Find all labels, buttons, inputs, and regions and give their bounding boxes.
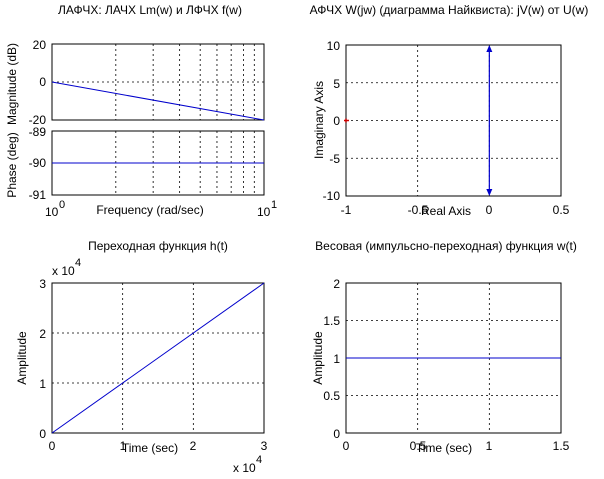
impulse-xtick-label: 1.5 xyxy=(553,439,570,453)
impulse-ytick-label: 0.5 xyxy=(323,389,340,403)
nyquist-ylabel: Imaginary Axis xyxy=(312,81,326,159)
nyquist-axes-box xyxy=(345,44,562,197)
step-xtick-label: 3 xyxy=(261,439,268,453)
impulse-ylabel: Amplitude xyxy=(311,331,325,385)
svg-text:10: 10 xyxy=(257,205,271,219)
bode-plot: ЛАФЧХ: ЛАЧХ Lm(w) и ЛФЧХ f(w) 20 0 -20 M… xyxy=(5,3,277,219)
step-xtick-label: 1 xyxy=(120,439,127,453)
nyquist-xtick-label: -1 xyxy=(341,203,352,217)
nyquist-ytick-label: -10 xyxy=(323,189,341,203)
svg-text:10: 10 xyxy=(45,205,59,219)
impulse-xlabel: Time (sec) xyxy=(416,441,472,455)
bode-magnitude-ylabel: Magnitude (dB) xyxy=(5,43,19,125)
svg-text:4: 4 xyxy=(256,454,262,466)
nyquist-ytick-label: 10 xyxy=(327,39,341,53)
bode-magnitude-ytick-label: 20 xyxy=(33,38,47,52)
step-ytick-label: 3 xyxy=(39,277,46,291)
nyquist-xtick-label: 0.5 xyxy=(553,203,570,217)
impulse-ytick-label: 1.5 xyxy=(323,314,340,328)
step-response-plot: Переходная функция h(t) x 10 4 3 2 1 0 0… xyxy=(15,239,268,475)
step-ylabel: Amplitude xyxy=(15,331,29,385)
bode-phase-ytick-label: -89 xyxy=(29,125,47,139)
nyquist-arrow-up-icon xyxy=(486,45,493,53)
step-xtick-label: 2 xyxy=(190,439,197,453)
step-ytick-label: 1 xyxy=(39,377,46,391)
impulse-xtick-label: 0.5 xyxy=(410,439,427,453)
nyquist-plot: АФЧХ W(jw) (диаграмма Найквиста): jV(w) … xyxy=(310,3,589,218)
nyquist-ytick-label: 0 xyxy=(333,114,340,128)
impulse-response-plot: Весовая (импульсно-переходная) функция w… xyxy=(311,239,577,455)
nyquist-critical-point-marker xyxy=(344,118,349,123)
bode-magnitude-ytick-label: -20 xyxy=(29,113,47,127)
step-ytick-label: 2 xyxy=(39,327,46,341)
nyquist-ytick-label: 5 xyxy=(333,77,340,91)
svg-text:4: 4 xyxy=(75,257,81,269)
nyquist-xtick-label: -0.5 xyxy=(408,203,429,217)
bode-magnitude-panel: 20 0 -20 Magnitude (dB) xyxy=(5,38,265,127)
bode-phase-ytick-label: -91 xyxy=(29,188,47,202)
step-ytick-label: 0 xyxy=(39,427,46,441)
impulse-ytick-label: 2 xyxy=(333,277,340,291)
step-grid xyxy=(52,283,264,433)
bode-title: ЛАФЧХ: ЛАЧХ Lm(w) и ЛФЧХ f(w) xyxy=(58,3,242,17)
bode-x-tick-label: 10 1 xyxy=(257,199,277,219)
impulse-xtick-label: 0 xyxy=(343,439,350,453)
impulse-ytick-label: 0 xyxy=(333,427,340,441)
bode-phase-panel: -89 -90 -91 Phase (deg) xyxy=(5,125,265,202)
step-y-multiplier: x 10 4 xyxy=(52,257,81,278)
bode-x-tick-label: 10 0 xyxy=(45,199,65,219)
nyquist-ytick-label: -5 xyxy=(329,152,340,166)
bode-phase-ytick-label: -90 xyxy=(29,156,47,170)
step-response-line xyxy=(51,282,265,434)
step-xtick-label: 0 xyxy=(49,439,56,453)
bode-xlabel: Frequency (rad/sec) xyxy=(96,203,203,217)
svg-text:x 10: x 10 xyxy=(52,264,75,278)
impulse-title: Весовая (импульсно-переходная) функция w… xyxy=(315,239,577,253)
nyquist-xlabel: Real Axis xyxy=(421,204,471,218)
step-title: Переходная функция h(t) xyxy=(88,239,228,253)
bode-magnitude-grid xyxy=(52,44,264,120)
svg-text:x 10: x 10 xyxy=(233,461,256,475)
svg-text:1: 1 xyxy=(271,199,277,211)
impulse-xtick-label: 1 xyxy=(486,439,493,453)
nyquist-arrow-down-icon xyxy=(486,188,493,196)
svg-text:0: 0 xyxy=(59,199,65,211)
bode-magnitude-ytick-label: 0 xyxy=(39,75,46,89)
nyquist-title: АФЧХ W(jw) (диаграмма Найквиста): jV(w) … xyxy=(310,3,589,17)
step-xlabel: Time (sec) xyxy=(122,441,178,455)
impulse-ytick-label: 1 xyxy=(333,352,340,366)
step-x-multiplier: x 10 4 xyxy=(233,454,262,475)
nyquist-xtick-label: 0 xyxy=(486,203,493,217)
bode-magnitude-line xyxy=(51,81,265,121)
bode-phase-ylabel: Phase (deg) xyxy=(5,132,19,197)
